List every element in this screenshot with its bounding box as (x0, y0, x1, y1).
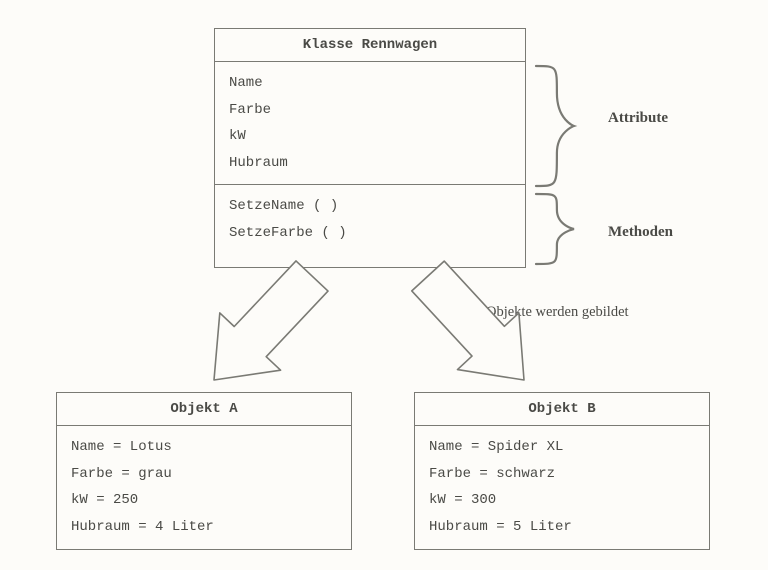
object-attribute: Farbe = grau (71, 461, 337, 488)
object-a-box: Objekt A Name = LotusFarbe = graukW = 25… (56, 392, 352, 550)
instantiate-label: Objekte werden gebildet (486, 304, 629, 321)
object-attribute: Hubraum = 4 Liter (71, 514, 337, 541)
object-attribute: kW = 300 (429, 487, 695, 514)
object-attribute: Name = Lotus (71, 434, 337, 461)
object-b-attributes: Name = Spider XLFarbe = schwarzkW = 300H… (415, 426, 709, 548)
object-b-box: Objekt B Name = Spider XLFarbe = schwarz… (414, 392, 710, 550)
object-b-title: Objekt B (415, 393, 709, 426)
class-title: Klasse Rennwagen (215, 29, 525, 62)
object-attribute: kW = 250 (71, 487, 337, 514)
object-a-attributes: Name = LotusFarbe = graukW = 250Hubraum … (57, 426, 351, 548)
class-method: SetzeFarbe ( ) (229, 220, 511, 247)
class-attribute: Name (229, 70, 511, 97)
arrow (214, 261, 328, 380)
class-box: Klasse Rennwagen NameFarbekWHubraum Setz… (214, 28, 526, 268)
class-attribute: Hubraum (229, 150, 511, 177)
class-attribute: Farbe (229, 97, 511, 124)
class-methods-section: SetzeName ( )SetzeFarbe ( ) (215, 184, 525, 254)
brace (536, 66, 574, 186)
object-attribute: Farbe = schwarz (429, 461, 695, 488)
object-attribute: Name = Spider XL (429, 434, 695, 461)
class-attribute: kW (229, 123, 511, 150)
object-attribute: Hubraum = 5 Liter (429, 514, 695, 541)
class-attributes-section: NameFarbekWHubraum (215, 62, 525, 184)
object-a-title: Objekt A (57, 393, 351, 426)
attributes-label: Attribute (608, 110, 668, 127)
brace (536, 194, 574, 264)
methods-label: Methoden (608, 224, 673, 241)
class-method: SetzeName ( ) (229, 193, 511, 220)
